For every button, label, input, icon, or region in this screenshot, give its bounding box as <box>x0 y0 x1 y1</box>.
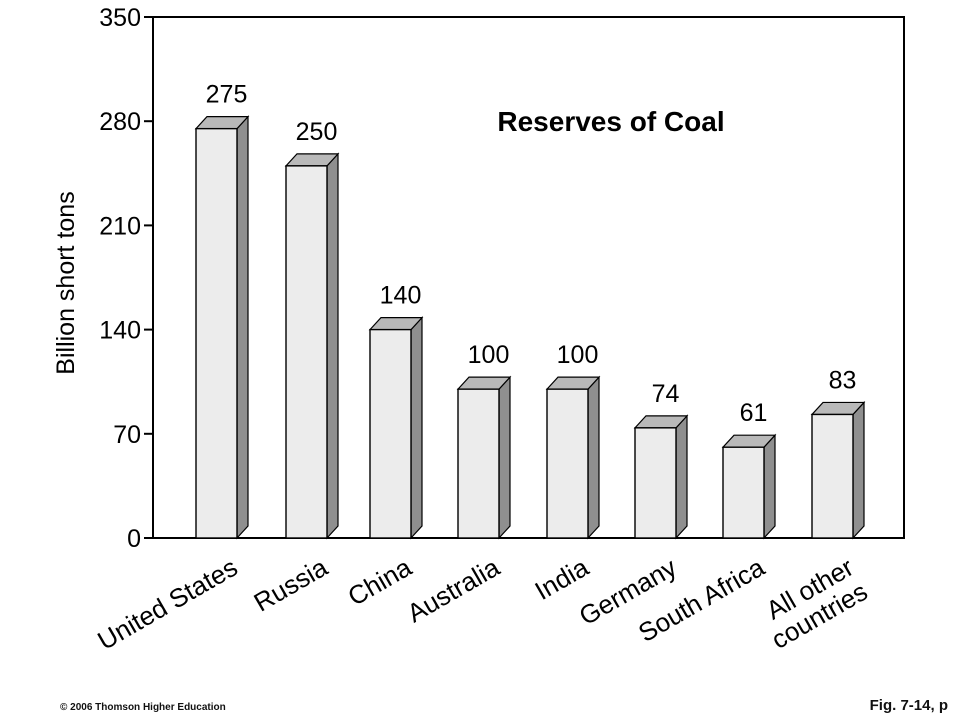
y-tick-label: 70 <box>113 421 141 449</box>
data-label: 100 <box>557 341 599 369</box>
bar <box>456 375 512 540</box>
value-labels: 275 250 140 100 100 74 61 83 <box>206 81 857 428</box>
y-tick-label: 140 <box>99 317 141 345</box>
bar <box>810 400 866 540</box>
bar <box>633 414 689 540</box>
data-label: 140 <box>380 282 422 310</box>
data-label: 275 <box>206 81 248 109</box>
bar <box>284 152 340 540</box>
bar-front <box>634 427 677 539</box>
bar-side <box>326 152 339 540</box>
data-label: 61 <box>740 399 768 427</box>
x-tick-label-line: India <box>530 552 594 606</box>
bar-front <box>457 388 500 539</box>
y-axis-label: Billion short tons <box>52 191 80 374</box>
bar-front <box>195 127 238 539</box>
bar-side <box>852 400 865 540</box>
bar-front <box>285 165 328 539</box>
bar <box>721 433 777 540</box>
y-tick-label: 280 <box>99 108 141 136</box>
bar-side <box>236 115 249 540</box>
plot-frame <box>152 16 905 539</box>
x-tick-label-line: Australia <box>402 552 505 629</box>
bar-front <box>369 328 412 539</box>
x-tick-label-line: United States <box>92 552 242 656</box>
bar-side <box>763 433 776 540</box>
y-tick-label: 350 <box>99 4 141 32</box>
data-label: 250 <box>296 118 338 146</box>
x-tick-label-line: Russia <box>249 552 333 618</box>
bars <box>194 115 866 540</box>
bar <box>545 375 601 540</box>
chart-title: Reserves of Coal <box>497 106 724 137</box>
x-tick-label: United States <box>92 552 242 656</box>
x-tick-label: Australia <box>402 552 505 629</box>
copyright-notice: © 2006 Thomson Higher Education <box>60 702 226 713</box>
x-tick-label: Russia <box>249 552 333 618</box>
bar <box>194 115 250 540</box>
data-label: 100 <box>468 341 510 369</box>
bar-front <box>546 388 589 539</box>
figure-caption: Fig. 7-14, p <box>869 697 948 714</box>
y-tick-label: 0 <box>127 525 141 553</box>
x-tick-label: All othercountries <box>752 552 873 655</box>
y-axis: 0 70 140 210 280 350 <box>99 4 153 553</box>
bar-side <box>410 316 423 540</box>
bar-front <box>722 446 765 539</box>
bar <box>368 316 424 540</box>
y-tick-label: 210 <box>99 212 141 240</box>
bar-side <box>498 375 511 540</box>
bar-side <box>675 414 688 540</box>
data-label: 83 <box>829 366 857 394</box>
plot-border <box>152 16 905 539</box>
bar-side <box>587 375 600 540</box>
x-tick-label: India <box>530 552 594 606</box>
data-label: 74 <box>652 380 680 408</box>
bar-front <box>811 413 854 539</box>
